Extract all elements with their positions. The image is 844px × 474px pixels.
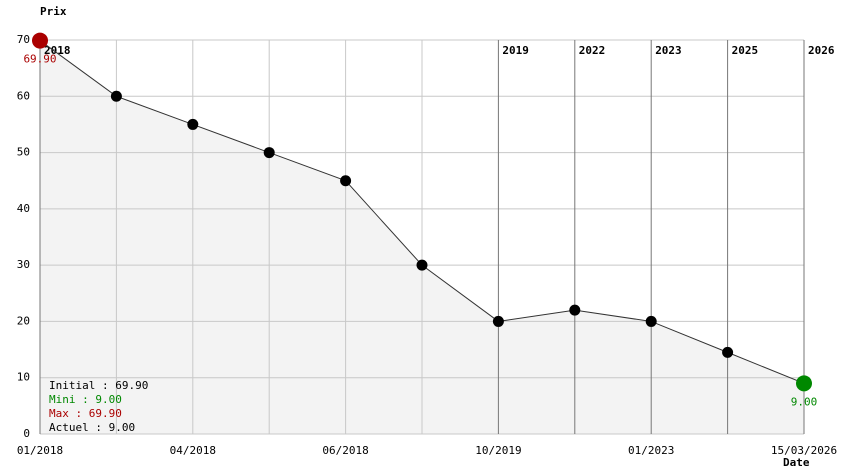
y-tick-label: 20: [17, 314, 30, 327]
year-label: 2026: [808, 44, 835, 57]
summary-line: Initial : 69.90: [49, 379, 148, 392]
point: [569, 304, 581, 316]
value-label: 69.90: [23, 53, 56, 66]
year-label: 2019: [502, 44, 529, 57]
point: [187, 118, 199, 130]
x-tick-label: 01/2023: [628, 444, 674, 457]
point: [32, 32, 48, 49]
point: [796, 375, 812, 392]
y-tick-label: 10: [17, 371, 30, 384]
value-label: 9.00: [791, 395, 818, 408]
y-tick-label: 30: [17, 258, 30, 271]
point: [110, 90, 122, 102]
summary-line: Actuel : 9.00: [49, 421, 135, 434]
year-label: 2023: [655, 44, 682, 57]
year-label: 2022: [579, 44, 606, 57]
point: [263, 147, 275, 159]
point: [416, 259, 428, 271]
x-tick-label: 06/2018: [322, 444, 368, 457]
y-axis-title: Prix: [40, 5, 67, 18]
x-tick-label: 15/03/2026: [771, 444, 837, 457]
x-tick-label: 04/2018: [170, 444, 216, 457]
y-tick-label: 50: [17, 146, 30, 159]
point: [340, 175, 352, 187]
point: [645, 315, 657, 327]
year-label: 2018: [44, 44, 71, 57]
point: [722, 346, 734, 358]
x-tick-label: 10/2019: [475, 444, 521, 457]
summary-line: Max : 69.90: [49, 407, 122, 420]
y-tick-label: 60: [17, 89, 30, 102]
summary-line: Mini : 9.00: [49, 393, 122, 406]
y-tick-label: 70: [17, 33, 30, 46]
y-tick-label: 0: [23, 427, 30, 440]
year-label: 2025: [732, 44, 759, 57]
x-axis-title: Date: [783, 456, 810, 469]
point: [492, 315, 504, 327]
y-tick-label: 40: [17, 202, 30, 215]
x-tick-label: 01/2018: [17, 444, 63, 457]
